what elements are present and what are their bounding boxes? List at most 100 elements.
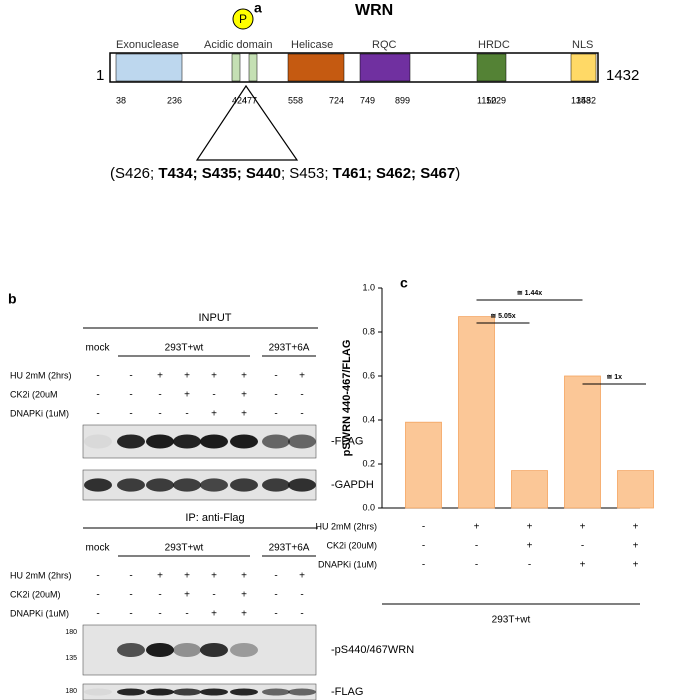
band (262, 688, 290, 696)
treatment-sign: + (184, 371, 190, 382)
domain-start: 1150 (477, 95, 496, 105)
treatment-sign: + (241, 609, 247, 620)
group-label: 293T+wt (165, 343, 204, 354)
treatment-sign: + (184, 390, 190, 401)
treatment-sign: + (241, 571, 247, 582)
domain-start: 1358 (571, 95, 591, 105)
treatment-sign: - (96, 371, 99, 382)
band (84, 434, 112, 449)
y-tick-label: 0.4 (362, 414, 375, 424)
annotation: ≅ 1x (606, 374, 622, 381)
band (173, 478, 201, 492)
band (288, 478, 316, 492)
domain-name: Exonuclease (116, 39, 179, 51)
band (173, 434, 201, 449)
group-label: mock (86, 543, 111, 554)
band (117, 643, 145, 657)
treatment-sign: + (527, 541, 533, 552)
y-tick-label: 0.6 (362, 370, 375, 380)
domain-start: 749 (360, 95, 375, 105)
y-tick-label: 1.0 (362, 282, 375, 292)
treatment-sign: - (129, 409, 132, 420)
treatment-sign: + (299, 371, 305, 382)
treatment-sign: - (422, 560, 425, 571)
treatment-name: CK2i (20uM (10, 389, 58, 399)
band (173, 688, 201, 696)
band (117, 478, 145, 492)
band (200, 434, 228, 449)
treatment-sign: + (580, 560, 586, 571)
bar (617, 470, 654, 509)
treatment-sign: + (184, 590, 190, 601)
panel-label: a (254, 0, 262, 16)
domain-box (476, 53, 507, 82)
treatment-sign: - (581, 541, 584, 552)
group-label: 293T+6A (269, 543, 310, 554)
y-tick-label: 0.8 (362, 326, 375, 336)
band (200, 643, 228, 657)
treatment-sign: - (422, 541, 425, 552)
treatment-sign: - (129, 590, 132, 601)
treatment-name: DNAPKi (1uM) (10, 608, 69, 618)
band (200, 478, 228, 492)
band (84, 688, 112, 696)
treatment-name: DNAPKi (1uM) (318, 559, 377, 569)
group-label: 293T+6A (269, 343, 310, 354)
treatment-sign: - (158, 409, 161, 420)
blot-label: -pS440/467WRN (331, 644, 414, 656)
domain-name: RQC (372, 39, 397, 51)
phospho-label: P (239, 12, 247, 26)
band (200, 688, 228, 696)
band (288, 688, 316, 696)
treatment-sign: + (241, 590, 247, 601)
treatment-sign: - (274, 390, 277, 401)
treatment-sign: - (129, 609, 132, 620)
treatment-sign: - (274, 590, 277, 601)
size-marker: 135 (65, 655, 77, 662)
y-tick-label: 0.2 (362, 458, 375, 468)
treatment-sign: + (241, 390, 247, 401)
band (146, 688, 174, 696)
treatment-sign: - (300, 409, 303, 420)
treatment-sign: + (241, 371, 247, 382)
section-header: IP: anti-Flag (185, 512, 244, 524)
treatment-name: DNAPKi (1uM) (10, 408, 69, 418)
annotation: ≅ 5.05x (490, 313, 515, 320)
treatment-sign: - (274, 571, 277, 582)
treatment-sign: - (96, 590, 99, 601)
domain-start: 38 (116, 95, 126, 105)
treatment-sign: + (211, 371, 217, 382)
domain-box (287, 53, 345, 82)
treatment-sign: - (96, 390, 99, 401)
treatment-sign: - (475, 560, 478, 571)
band (230, 643, 258, 657)
treatment-sign: - (96, 571, 99, 582)
domain-box (248, 53, 258, 82)
treatment-sign: - (158, 590, 161, 601)
blot-label: -FLAG (331, 435, 363, 447)
site: T434; S435; S440 (158, 165, 281, 182)
treatment-sign: - (158, 609, 161, 620)
band (288, 434, 316, 449)
treatment-sign: + (474, 522, 480, 533)
treatment-sign: + (211, 609, 217, 620)
domain-end: 1432 (576, 95, 596, 105)
treatment-sign: - (96, 609, 99, 620)
treatment-sign: + (184, 571, 190, 582)
band (230, 478, 258, 492)
treatment-sign: - (129, 371, 132, 382)
treatment-sign: - (274, 409, 277, 420)
band (230, 688, 258, 696)
band (230, 434, 258, 449)
site: T461; S462; S467 (333, 165, 456, 182)
domain-box (570, 53, 597, 82)
y-axis-label: pSWRN 440-467/FLAG (341, 340, 353, 457)
treatment-sign: + (580, 522, 586, 533)
section-header: INPUT (199, 312, 232, 324)
band (117, 434, 145, 449)
treatment-name: HU 2mM (2hrs) (10, 370, 72, 380)
treatment-name: CK2i (20uM) (10, 589, 61, 599)
domain-box (115, 53, 183, 82)
band (173, 643, 201, 657)
protein-title: WRN (355, 2, 393, 19)
